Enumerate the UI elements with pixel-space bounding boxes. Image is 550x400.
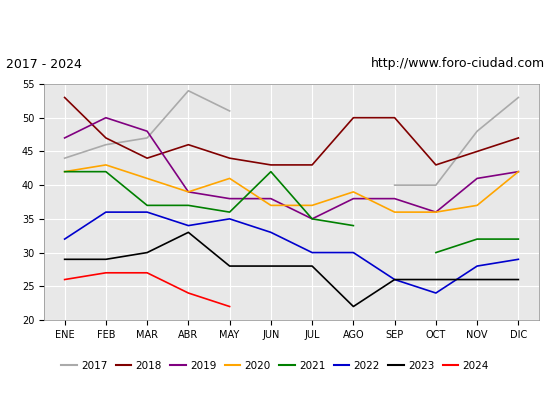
Text: http://www.foro-ciudad.com: http://www.foro-ciudad.com <box>370 58 544 70</box>
Text: Evolucion del paro registrado en Jaraicejo: Evolucion del paro registrado en Jaraice… <box>102 15 448 33</box>
Legend: 2017, 2018, 2019, 2020, 2021, 2022, 2023, 2024: 2017, 2018, 2019, 2020, 2021, 2022, 2023… <box>57 357 493 375</box>
Text: 2017 - 2024: 2017 - 2024 <box>6 58 81 70</box>
